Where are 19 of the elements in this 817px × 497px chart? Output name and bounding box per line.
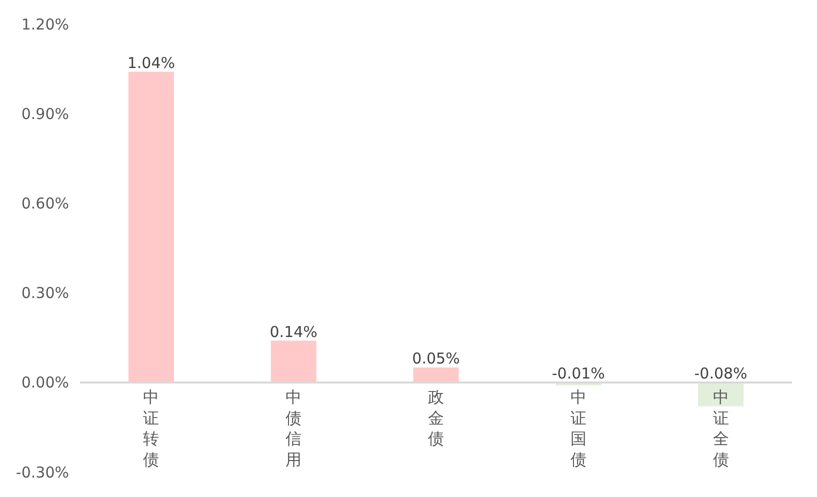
data-label: -0.01% (552, 364, 605, 383)
x-tick-label: 中证国债 (570, 388, 586, 469)
data-label: -0.08% (694, 364, 748, 383)
bar (128, 72, 174, 382)
x-tick-label: 中证全债 (712, 388, 729, 469)
data-label: 0.05% (412, 350, 460, 368)
y-tick-label: 0.30% (21, 284, 69, 302)
data-label: 0.14% (270, 322, 318, 341)
y-tick-label: 0.00% (21, 374, 69, 392)
x-tick-label: 中债信用 (286, 388, 302, 469)
data-label: 1.04% (127, 54, 176, 72)
y-tick-label: -0.30% (16, 463, 69, 482)
y-tick-label: 1.20% (21, 15, 69, 34)
x-tick-label: 政金债 (428, 388, 444, 448)
bar (270, 340, 316, 382)
y-tick-label: 0.90% (21, 104, 69, 123)
bar (413, 367, 459, 382)
y-tick-label: 0.60% (21, 194, 69, 212)
x-tick-label: 中证转债 (143, 388, 160, 469)
